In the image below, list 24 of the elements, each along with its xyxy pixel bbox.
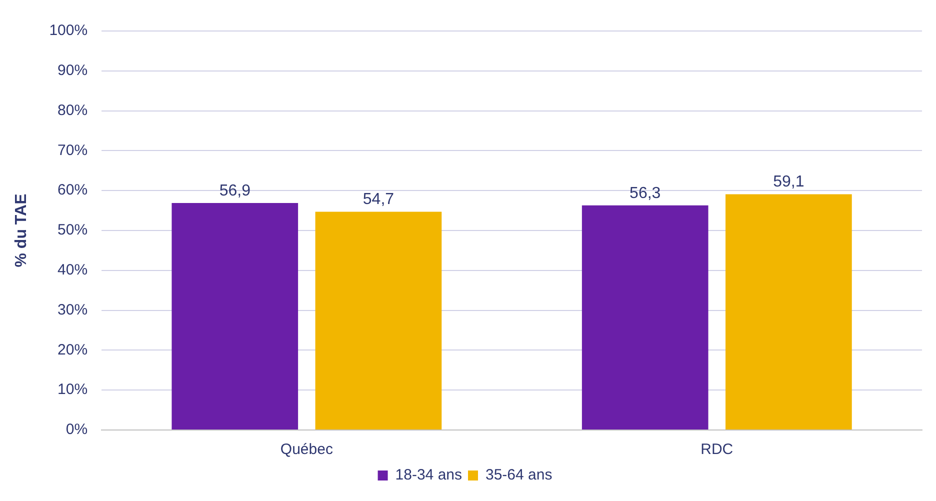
data-label: 56,9 xyxy=(219,182,251,200)
y-tick-label: 20% xyxy=(58,341,88,358)
x-tick-label: RDC xyxy=(700,441,734,458)
data-label: 54,7 xyxy=(362,191,394,208)
y-tick-label: 90% xyxy=(58,62,88,80)
y-tick-label: 70% xyxy=(58,142,88,159)
y-tick-label: 40% xyxy=(58,262,88,279)
y-tick-label: 60% xyxy=(58,182,88,199)
y-tick-label: 10% xyxy=(58,381,88,398)
bar xyxy=(172,202,298,430)
legend-label: 18-34 ans xyxy=(395,466,462,484)
x-tick-label: Québec xyxy=(280,441,334,458)
y-axis-title: % du TAE xyxy=(13,193,30,268)
bar xyxy=(315,212,442,430)
data-label: 59,1 xyxy=(773,174,804,191)
y-tick-label: 100% xyxy=(49,22,88,40)
legend-label: 35-64 ans xyxy=(486,466,552,484)
y-tick-label: 30% xyxy=(58,301,88,318)
y-tick-label: 50% xyxy=(58,222,88,239)
bar xyxy=(726,194,852,430)
data-label: 56,3 xyxy=(630,184,661,202)
bar xyxy=(582,205,708,430)
y-tick-label: 0% xyxy=(66,421,88,438)
y-tick-label: 80% xyxy=(58,102,88,119)
